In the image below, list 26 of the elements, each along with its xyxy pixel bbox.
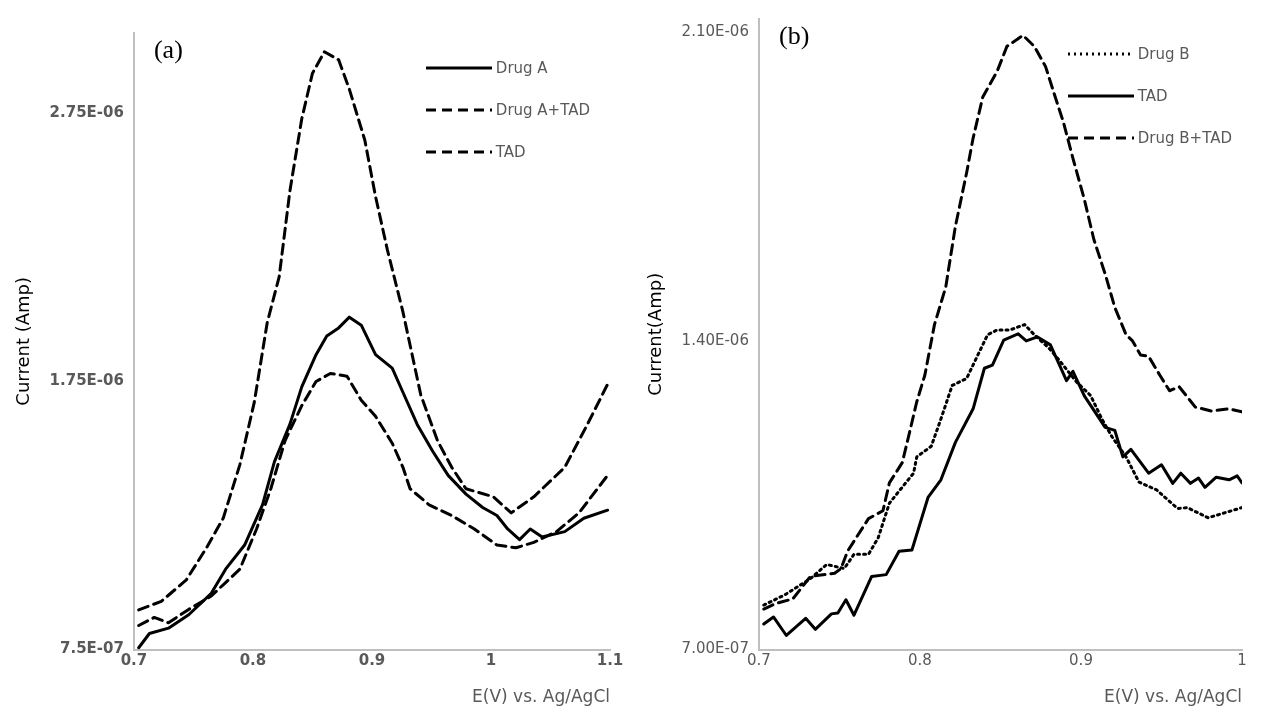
x-tick-label: 0.8 (908, 651, 932, 670)
y-tick-label: 1.75E-06 (49, 371, 124, 390)
y-tick-label: 2.75E-06 (49, 103, 124, 122)
legend-label: Drug B (1137, 45, 1190, 63)
x-tick-label: 0.7 (747, 651, 771, 670)
y-axis-title: Current (Amp) (12, 276, 34, 406)
y-tick-label: 1.40E-06 (681, 330, 749, 349)
x-axis-title: E(V) vs. Ag/AgCl (1104, 686, 1242, 707)
x-tick-label: 0.8 (239, 651, 267, 670)
legend-label: Drug B+TAD (1137, 129, 1232, 147)
annotation: (a) (153, 35, 183, 65)
legend-label: TAD (1137, 87, 1168, 105)
x-axis-title: E(V) vs. Ag/AgCl (472, 686, 610, 707)
y-tick-label: 2.10E-06 (681, 22, 749, 41)
legend-label: Drug A+TAD (495, 101, 590, 119)
y-tick-label: 7.00E-07 (681, 639, 749, 658)
legend-label: TAD (495, 143, 526, 161)
x-tick-label: 1 (1237, 651, 1247, 670)
legend-label: Drug A (495, 59, 548, 77)
x-tick-label: 0.9 (1069, 651, 1093, 670)
y-axis-title: Current(Amp) (644, 272, 666, 396)
annotation: (b) (778, 21, 810, 51)
x-tick-label: 0.9 (358, 651, 386, 670)
x-tick-label: 1 (485, 651, 497, 670)
x-tick-label: 1.1 (596, 651, 624, 670)
x-tick-label: 0.7 (120, 651, 148, 670)
